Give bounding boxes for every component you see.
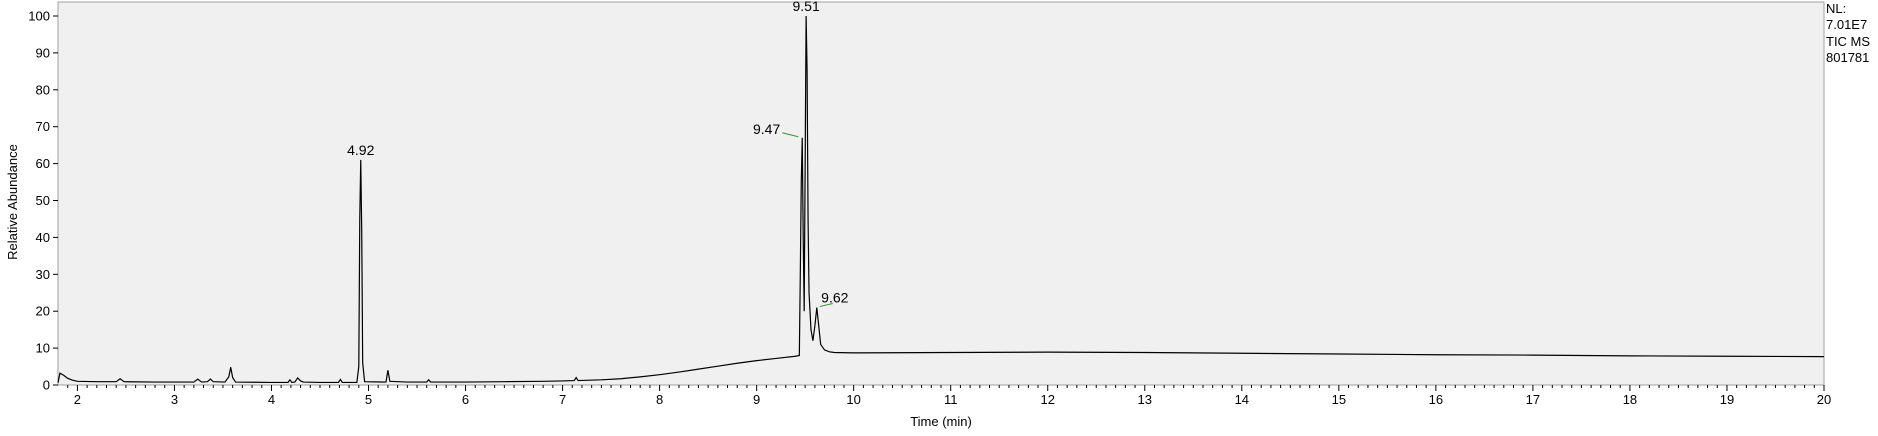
y-axis: 0 10 20 30 40 50 60 70 80 90 100 [28, 9, 58, 393]
x-tick-label: 2 [74, 392, 81, 407]
x-tick-label: 12 [1041, 392, 1055, 407]
peak-label: 9.47 [753, 121, 780, 137]
info-line-file-id: 801781 [1826, 50, 1869, 65]
x-tick-label: 13 [1138, 392, 1152, 407]
x-tick-label: 6 [462, 392, 469, 407]
y-tick-label: 50 [36, 193, 50, 208]
x-axis: 2 3 4 5 6 7 8 9 10 11 12 13 14 15 16 17 18 19 20 [67, 385, 1831, 407]
y-axis-title: Relative Abundance [5, 144, 20, 260]
x-tick-label: 7 [559, 392, 566, 407]
info-line-nl: NL: [1826, 1, 1846, 16]
peak-leader-line [819, 303, 833, 307]
x-tick-label: 19 [1720, 392, 1734, 407]
y-tick-label: 20 [36, 304, 50, 319]
x-tick-label: 18 [1623, 392, 1637, 407]
y-tick-label: 90 [36, 45, 50, 60]
y-tick-label: 10 [36, 341, 50, 356]
x-tick-label: 20 [1817, 392, 1831, 407]
peak-labels: 4.92 9.47 9.51 9.62 [347, 0, 849, 307]
x-tick-label: 3 [171, 392, 178, 407]
x-tick-label: 8 [656, 392, 663, 407]
tic-trace-line [57, 15, 1825, 384]
peak-leader-line [782, 132, 799, 138]
x-tick-label: 16 [1429, 392, 1443, 407]
y-tick-label: 60 [36, 156, 50, 171]
y-tick-label: 100 [28, 9, 50, 24]
peak-label: 4.92 [347, 142, 374, 158]
x-tick-label: 4 [268, 392, 275, 407]
x-axis-title: Time (min) [910, 414, 972, 429]
info-line-scan-type: TIC MS [1826, 34, 1870, 49]
y-tick-label: 40 [36, 230, 50, 245]
peak-label: 9.62 [821, 290, 848, 306]
x-tick-label: 11 [944, 392, 958, 407]
peak-label: 9.51 [792, 0, 819, 14]
y-tick-label: 70 [36, 119, 50, 134]
y-tick-label: 0 [43, 378, 50, 393]
y-tick-label: 30 [36, 267, 50, 282]
info-box: NL: 7.01E7 TIC MS 801781 [1826, 1, 1870, 65]
plot-area [57, 1, 1825, 386]
x-tick-label: 14 [1235, 392, 1249, 407]
x-tick-label: 17 [1526, 392, 1540, 407]
x-tick-label: 9 [753, 392, 760, 407]
info-line-nl-value: 7.01E7 [1826, 17, 1867, 32]
y-tick-label: 80 [36, 82, 50, 97]
x-tick-label: 10 [846, 392, 860, 407]
x-tick-label: 15 [1332, 392, 1346, 407]
x-tick-label: 5 [365, 392, 372, 407]
